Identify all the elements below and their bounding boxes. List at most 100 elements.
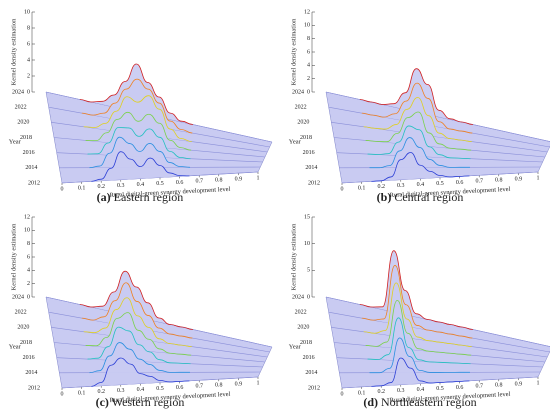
x-tick-label: 0.7	[475, 179, 483, 185]
year-axis-label: Year	[9, 344, 22, 351]
density-ridge	[367, 317, 471, 365]
x-tick-label: 0.3	[397, 183, 405, 189]
year-tick-label: 2012	[308, 180, 320, 186]
x-tick-label: 0.4	[417, 387, 425, 393]
year-tick-label: 2016	[303, 150, 315, 156]
x-tick-label: 0.2	[97, 389, 105, 395]
year-tick-label: 2012	[308, 385, 320, 391]
year-tick-label: 2022	[15, 105, 27, 111]
x-tick-label: 1	[537, 175, 540, 181]
z-tick-label: 15	[304, 214, 310, 220]
x-tick-label: 1	[257, 175, 260, 181]
x-tick-label: 0.6	[176, 385, 184, 391]
x-tick-label: 0	[61, 186, 64, 192]
year-tick-label: 2020	[297, 120, 309, 126]
floor	[325, 91, 550, 184]
year-tick-label: 2020	[17, 325, 29, 331]
density-ridge	[79, 270, 193, 330]
caption: (b) Central region	[377, 190, 464, 204]
density-ridge	[371, 152, 470, 182]
year-tick-label: 2022	[15, 310, 27, 316]
x-tick-label: 0.8	[215, 178, 223, 184]
z-axis-label: Kernel density estimation	[290, 223, 297, 291]
density-ridge	[81, 282, 193, 339]
panel: 0 2 4 6 8 10 12 Kernel density estimation 0 0.1 0.…	[289, 9, 550, 204]
year-tick-label: 2022	[295, 105, 307, 111]
x-tick-label: 0.9	[515, 381, 523, 387]
x-tick-label: 0.6	[456, 180, 464, 186]
z-tick-label: 12	[304, 9, 310, 15]
z-tick-label: 0	[307, 294, 310, 300]
x-tick-label: 0.7	[475, 384, 483, 390]
x-tick-label: 0.8	[215, 383, 223, 389]
x-tick-label: 0.7	[195, 384, 203, 390]
caption-text: Eastern region	[114, 190, 184, 204]
z-tick-label: 8	[27, 241, 30, 247]
z-tick-label: 4	[27, 57, 30, 63]
year-tick-label: 2012	[28, 385, 40, 391]
year-tick-label: 2018	[20, 135, 32, 141]
year-tick-label: 2014	[305, 165, 317, 171]
panel: 0 2 4 6 8 10 12 Kernel density estimation 0 0.1 0.…	[9, 214, 273, 409]
caption: (d) Northeastern region	[363, 395, 476, 409]
x-tick-label: 0.9	[515, 176, 523, 182]
z-tick-label: 8	[307, 36, 310, 42]
x-tick-label: 0.3	[117, 183, 125, 189]
z-tick-label: 8	[27, 25, 30, 31]
x-tick-label: 0.9	[235, 176, 243, 182]
year-tick-label: 2016	[303, 355, 315, 361]
z-tick-label: 10	[24, 9, 30, 15]
z-tick-label: 12	[24, 214, 30, 220]
year-tick-label: 2014	[305, 370, 317, 376]
x-tick-label: 0.9	[235, 381, 243, 387]
z-tick-label: 6	[307, 49, 310, 55]
x-tick-label: 0.1	[358, 390, 366, 396]
year-tick-label: 2022	[295, 310, 307, 316]
year-tick-label: 2024	[292, 89, 304, 95]
z-tick-label: 2	[27, 281, 30, 287]
panel: 0 5 10 15 Kernel density estimation 0 0.1 0.2 0.…	[289, 214, 550, 409]
x-tick-label: 0.3	[117, 388, 125, 394]
x-tick-label: 0.6	[456, 385, 464, 391]
caption-label: (c)	[96, 395, 109, 409]
caption: (c) Western region	[96, 395, 185, 409]
floor	[45, 296, 273, 389]
year-tick-label: 2014	[25, 165, 37, 171]
x-tick-label: 1	[537, 380, 540, 386]
x-tick-label: 0.5	[156, 386, 164, 392]
year-tick-label: 2024	[292, 294, 304, 300]
caption: (a) Eastern region	[97, 190, 184, 204]
density-ridge	[369, 337, 470, 374]
x-tick-label: 0.8	[495, 178, 503, 184]
year-tick-label: 2016	[23, 150, 35, 156]
z-tick-label: 6	[27, 254, 30, 260]
z-axis-label: Kernel density estimation	[290, 18, 297, 86]
caption-text: Western region	[112, 395, 185, 409]
density-ridge	[89, 136, 190, 169]
z-tick-label: 5	[307, 268, 310, 274]
density-ridge	[367, 125, 471, 160]
year-axis-label: Year	[9, 139, 22, 146]
z-tick-label: 0	[27, 89, 30, 95]
density-ridge	[369, 137, 470, 169]
x-tick-label: 0.1	[78, 390, 86, 396]
year-tick-label: 2018	[300, 135, 312, 141]
density-ridge	[91, 357, 190, 387]
x-tick-label: 0.5	[156, 181, 164, 187]
caption-text: Northeastern region	[381, 395, 477, 409]
x-tick-label: 0.6	[176, 180, 184, 186]
z-tick-label: 0	[27, 294, 30, 300]
x-tick-label: 0.4	[137, 182, 145, 188]
x-tick-label: 0.1	[358, 185, 366, 191]
x-tick-label: 0.8	[495, 383, 503, 389]
x-tick-label: 0	[341, 186, 344, 192]
panel: 0 2 4 6 8 10 Kernel density estimation 0 0.1 0.2 0…	[9, 9, 273, 204]
x-tick-label: 0.7	[195, 179, 203, 185]
x-tick-label: 0.2	[377, 389, 385, 395]
x-tick-label: 0	[61, 391, 64, 397]
year-axis-label: Year	[289, 139, 302, 146]
z-tick-label: 10	[304, 23, 310, 29]
z-tick-label: 6	[27, 41, 30, 47]
year-tick-label: 2018	[300, 340, 312, 346]
